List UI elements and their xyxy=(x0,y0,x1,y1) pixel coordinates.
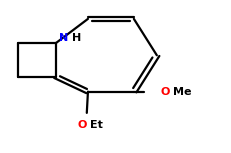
Text: N: N xyxy=(59,33,69,43)
Text: H: H xyxy=(72,33,81,43)
Text: O: O xyxy=(78,120,87,130)
Text: O: O xyxy=(160,87,170,97)
Text: Me: Me xyxy=(173,87,191,97)
Text: Et: Et xyxy=(90,120,103,130)
